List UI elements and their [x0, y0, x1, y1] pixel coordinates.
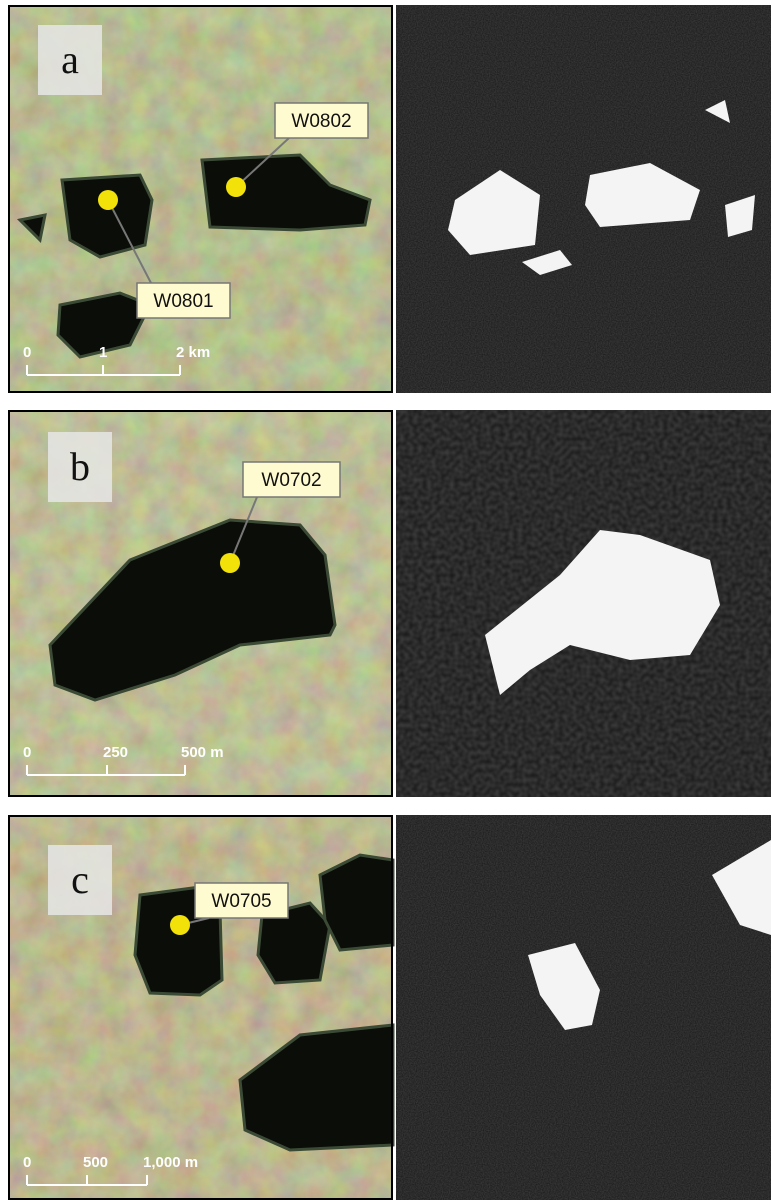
- figure: a W0802 W0801 0 1 2 km b W0702 0 250 500 m c W0705 0 5…: [0, 0, 771, 1200]
- site-label: W0801: [153, 291, 213, 312]
- scale-label: 500: [83, 1154, 108, 1171]
- sar-image: [396, 5, 771, 393]
- panel-letter: c: [71, 857, 89, 902]
- scale-label: 0: [23, 744, 31, 761]
- scale-label: 0: [23, 1154, 31, 1171]
- site-dot: [170, 915, 190, 935]
- scale-label: 500 m: [181, 744, 224, 761]
- panel: b W0702 0 250 500 m: [0, 410, 771, 797]
- scale-label: 250: [103, 744, 128, 761]
- panel: c W0705 0 500 1,000 m: [0, 815, 771, 1200]
- panel: a W0802 W0801 0 1 2 km: [0, 5, 771, 393]
- panel-letter: a: [61, 37, 79, 82]
- site-dot: [226, 177, 246, 197]
- site-label: W0702: [261, 470, 321, 491]
- panel-letter: b: [70, 444, 90, 489]
- site-dot: [220, 553, 240, 573]
- sar-noise: [396, 5, 771, 393]
- lake: [62, 175, 152, 257]
- scale-label: 2 km: [176, 344, 210, 361]
- site-label: W0802: [291, 111, 351, 132]
- scale-label: 1,000 m: [143, 1154, 198, 1171]
- scale-label: 1: [99, 344, 107, 361]
- scale-label: 0: [23, 344, 31, 361]
- site-dot: [98, 190, 118, 210]
- site-label: W0705: [211, 891, 271, 912]
- sar-image: [396, 815, 771, 1200]
- sar-image: [396, 410, 771, 797]
